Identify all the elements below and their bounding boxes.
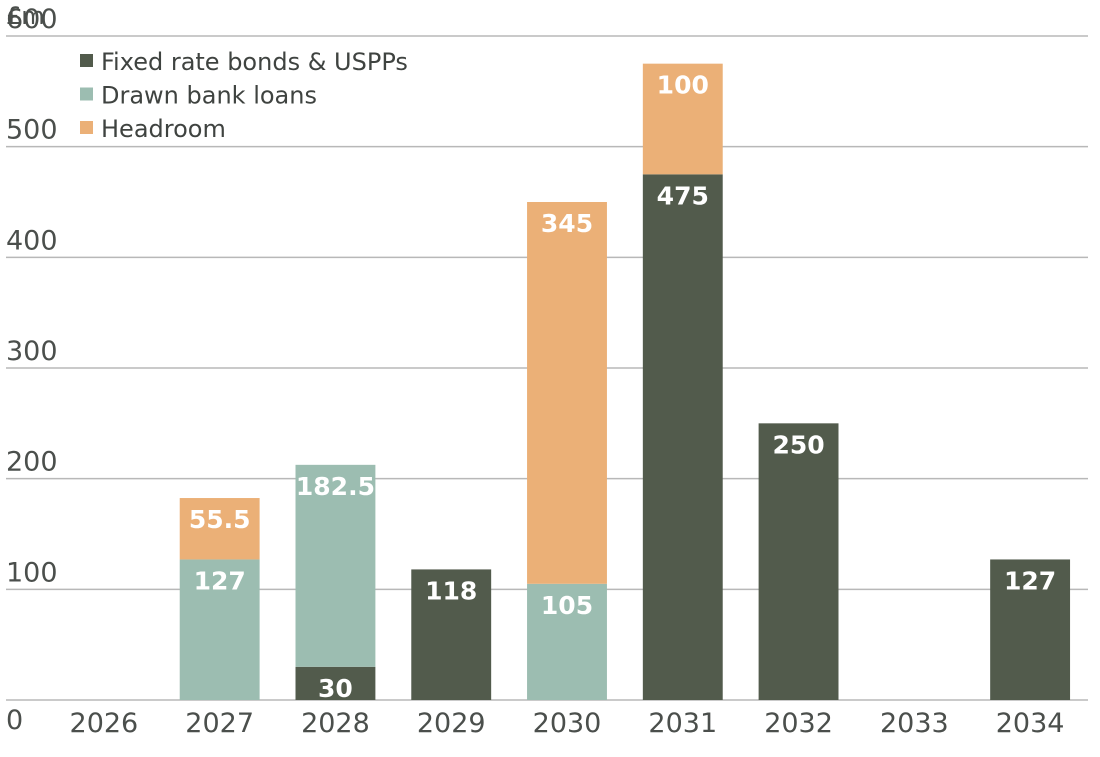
bar-segment — [179, 559, 260, 700]
bar-segment — [642, 174, 723, 701]
x-axis: 2026 2027 2028 2029 2030 2031 2032 2033 2034 — [70, 708, 1065, 739]
legend-swatch — [80, 87, 93, 101]
y-tick-label: 500 — [6, 115, 58, 146]
x-tick-label: 2030 — [533, 708, 602, 739]
bar-segment — [527, 583, 607, 700]
y-unit-label: £m — [6, 2, 45, 30]
legend-swatch — [80, 121, 93, 134]
data-label: 475 — [657, 181, 709, 210]
data-label: 250 — [772, 430, 824, 459]
x-tick-label: 2029 — [417, 708, 486, 739]
bars — [179, 63, 1071, 701]
y-tick-label: 600 — [6, 4, 58, 35]
y-tick-label: 100 — [6, 557, 58, 588]
bar-segment — [758, 423, 839, 700]
x-tick-label: 2028 — [301, 708, 370, 739]
x-tick-label: 2033 — [880, 708, 949, 739]
bar-segment — [642, 63, 723, 175]
x-tick-label: 2031 — [648, 708, 717, 739]
y-tick-label: 200 — [6, 447, 58, 478]
bar-segment — [295, 666, 376, 700]
bar-segment — [295, 464, 376, 667]
data-label: 30 — [318, 674, 353, 703]
legend: Fixed rate bonds & USPPs Drawn bank loans… — [80, 48, 408, 143]
y-axis: 0 100 200 300 400 500 600 — [6, 4, 58, 736]
x-tick-label: 2026 — [70, 708, 139, 739]
legend-swatch — [80, 54, 93, 67]
legend-label: Headroom — [101, 115, 226, 143]
data-labels: 127 55.5 30 182.5 118 105 345 475 100 250 127 — [189, 71, 1056, 703]
data-label: 105 — [541, 591, 593, 620]
x-tick-label: 2027 — [185, 708, 254, 739]
y-tick-label: 0 — [6, 705, 23, 736]
bar-segment — [990, 559, 1071, 700]
data-label: 55.5 — [189, 505, 251, 534]
bar-segment — [411, 569, 492, 700]
data-label: 182.5 — [296, 472, 375, 501]
data-label: 100 — [657, 71, 709, 100]
x-tick-label: 2032 — [764, 708, 833, 739]
legend-label: Fixed rate bonds & USPPs — [101, 48, 408, 76]
legend-label: Drawn bank loans — [101, 82, 317, 110]
data-label: 345 — [541, 209, 593, 238]
bar-segment — [527, 202, 607, 584]
y-tick-label: 400 — [6, 225, 58, 256]
data-label: 127 — [1004, 566, 1056, 595]
data-label: 127 — [194, 566, 246, 595]
y-tick-label: 300 — [6, 336, 58, 367]
x-tick-label: 2034 — [996, 708, 1065, 739]
bar-segment — [179, 498, 260, 560]
data-label: 118 — [425, 576, 477, 605]
